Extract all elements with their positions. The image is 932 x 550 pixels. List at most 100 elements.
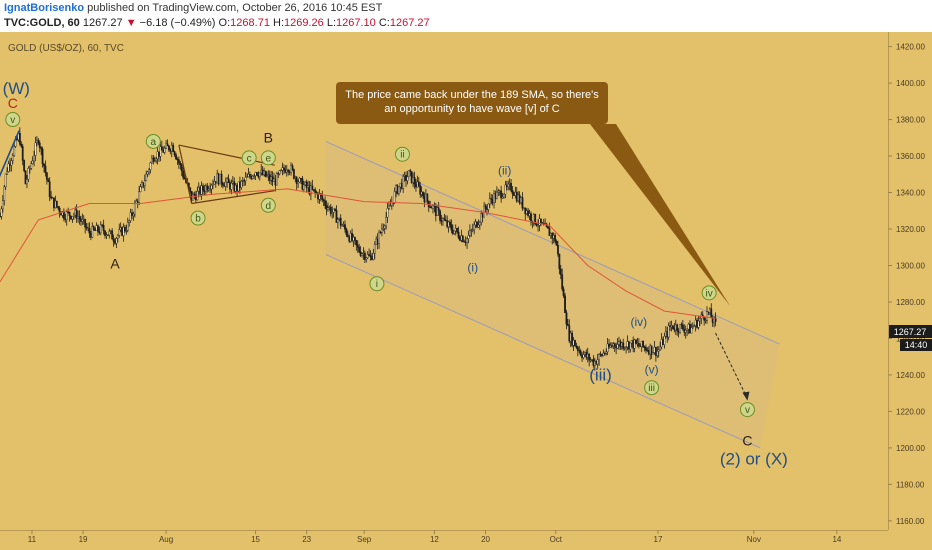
candle-body (310, 185, 312, 195)
candle-body (636, 343, 639, 345)
candle-body (292, 169, 295, 179)
x-tick-label: 19 (79, 535, 88, 544)
candle-body (227, 178, 230, 183)
candle-body (376, 238, 379, 245)
candle-body (639, 345, 642, 347)
candle-body (632, 340, 635, 349)
candle-body (552, 235, 555, 239)
author-link[interactable]: IgnatBorisenko (4, 2, 85, 14)
candle-body (345, 228, 348, 235)
candle-body (443, 218, 446, 221)
candle-body (527, 210, 530, 216)
candle-body (398, 186, 400, 194)
candle-body (454, 228, 457, 232)
candle-body (463, 241, 466, 243)
wave-label-text: (1) or (W) (0, 79, 30, 98)
candle-body (250, 176, 253, 179)
candle-body (635, 339, 637, 344)
candle-body (305, 181, 308, 188)
candle-body (102, 225, 105, 232)
wave-label-text: B (264, 129, 273, 145)
y-tick-label: 1160.00 (896, 517, 925, 526)
candle-body (447, 221, 450, 227)
candle-body (608, 343, 610, 348)
candle-body (359, 251, 362, 256)
candle-body (626, 341, 629, 348)
candle-body (55, 200, 58, 207)
candle-body (9, 163, 11, 166)
wave-label-text: (ii) (498, 164, 511, 178)
candle-body (290, 165, 292, 173)
candle-body (372, 253, 375, 260)
candle-body (417, 181, 420, 187)
candle-body (585, 352, 588, 358)
annotation-callout[interactable]: The price came back under the 189 SMA, s… (336, 82, 730, 306)
candle-body (301, 178, 304, 190)
candle-body (169, 149, 172, 152)
candle-body (440, 220, 443, 222)
candle-body (206, 185, 209, 191)
x-tick-label: 20 (481, 535, 490, 544)
candle-body (149, 162, 152, 170)
candle-body (7, 163, 10, 172)
candle-body (197, 187, 200, 192)
candle-body (605, 351, 608, 354)
candle-body (437, 207, 440, 212)
wave-label-text: (v) (645, 362, 659, 376)
candle-body (68, 211, 71, 217)
candle-body (203, 189, 206, 192)
candle-body (619, 341, 622, 347)
candle-body (679, 324, 681, 333)
candle-body (623, 347, 626, 349)
candle-body (494, 193, 497, 199)
candle-body (423, 195, 426, 203)
candle-body (471, 229, 474, 231)
y-tick-label: 1180.00 (896, 480, 925, 489)
candle-body (138, 191, 141, 203)
candle-body (92, 226, 95, 230)
candle-body (504, 184, 507, 195)
candle-body (136, 200, 139, 203)
wave-label-text: ii (400, 150, 404, 161)
candle-body (70, 215, 72, 220)
open-label: O: (218, 17, 231, 29)
candle-body (358, 246, 361, 252)
candle-body (710, 308, 713, 319)
candle-body (559, 268, 562, 275)
candle-body (571, 332, 574, 346)
candle-body (698, 318, 701, 322)
y-tick-label: 1200.00 (896, 444, 925, 453)
candle-body (156, 151, 159, 160)
candle-body (270, 176, 273, 181)
wave-label-circle (394, 146, 410, 162)
candle-body (231, 181, 234, 184)
candle-body (686, 328, 689, 331)
candle-body (327, 207, 329, 210)
candle-body (258, 172, 261, 177)
price-tag-box (889, 325, 932, 338)
candle-body (10, 160, 13, 166)
x-tick-label: 17 (654, 535, 663, 544)
candle-body (507, 183, 510, 187)
candle-body (555, 241, 558, 246)
candle-body (629, 342, 632, 350)
price-tag-value: 1267.27 (894, 327, 927, 337)
candle-body (399, 182, 402, 188)
triangle-upper-line (178, 144, 275, 166)
candle-body (214, 181, 217, 184)
wave-label-text: c (247, 153, 252, 164)
candle-body (3, 186, 6, 201)
candle-body (48, 181, 51, 197)
close-value: 1267.27 (389, 17, 430, 29)
candle-body (403, 175, 406, 177)
candle-body (148, 169, 150, 173)
candle-body (368, 254, 371, 256)
candle-body (549, 233, 552, 236)
candle-body (383, 225, 386, 229)
candle-body (217, 173, 220, 185)
candle-body (469, 230, 471, 236)
candle-body (248, 174, 251, 177)
candle-body (183, 176, 186, 180)
candle-body (16, 138, 18, 140)
